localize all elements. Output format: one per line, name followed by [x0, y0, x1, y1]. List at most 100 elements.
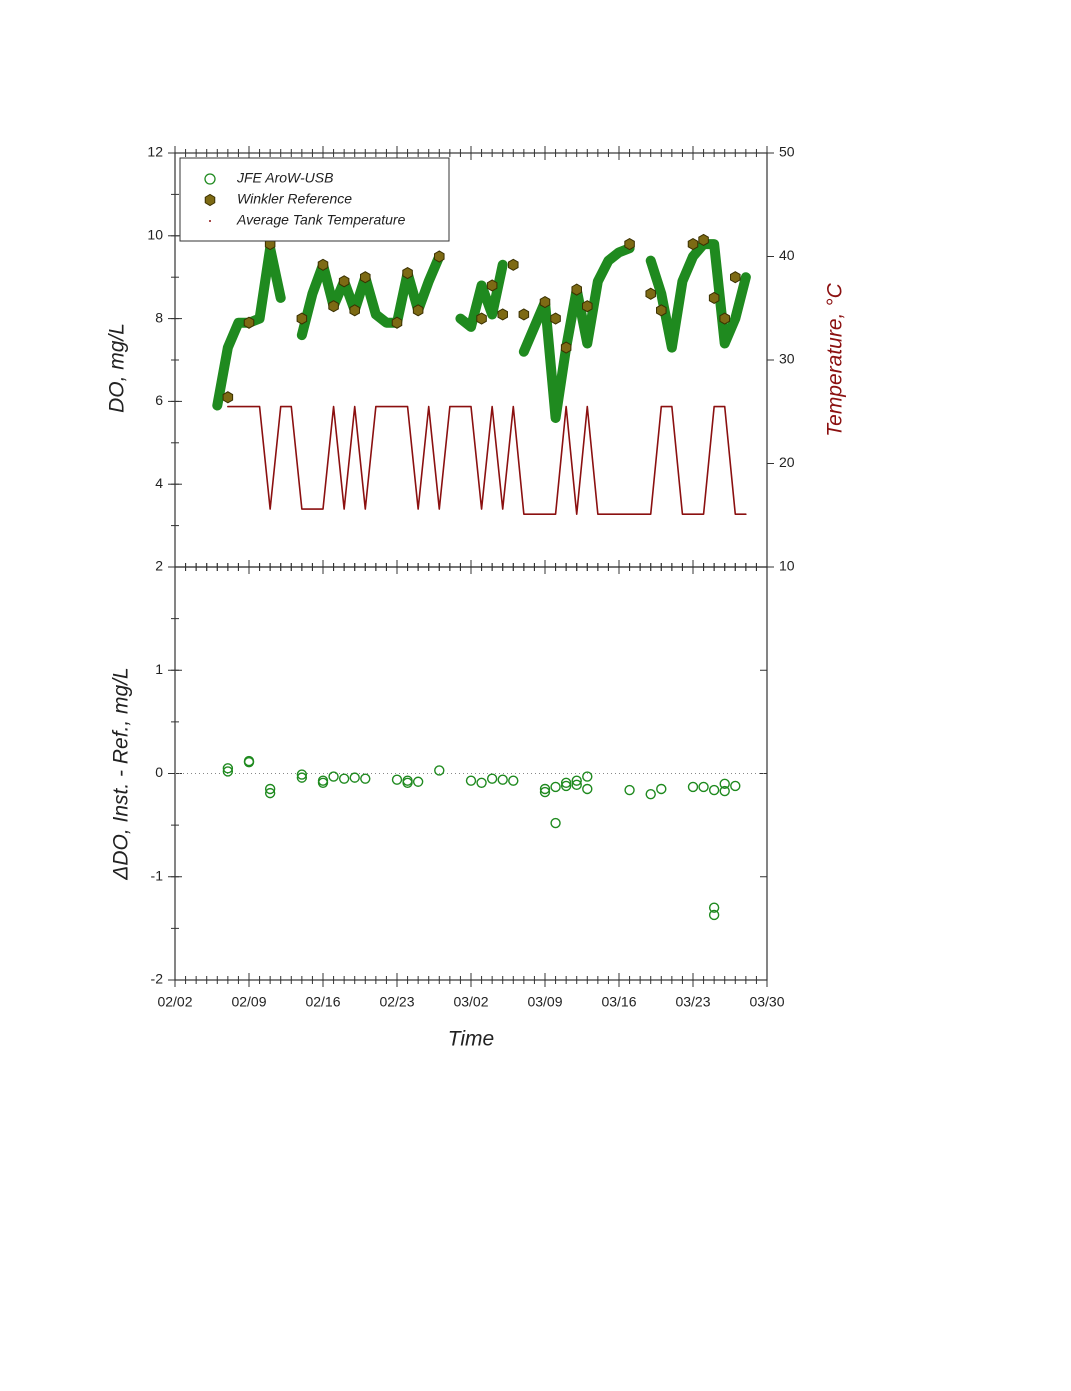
- winkler-marker: [571, 283, 582, 296]
- delta-marker: [550, 817, 561, 829]
- delta-marker: [560, 777, 572, 788]
- winkler-marker: [708, 291, 720, 304]
- winkler-marker: [486, 279, 498, 292]
- x-tick-label: 03/02: [453, 994, 488, 1010]
- legend-marker: [209, 220, 211, 222]
- winkler-marker: [508, 258, 519, 271]
- delta-marker: [264, 787, 276, 799]
- winkler-marker: [582, 300, 593, 313]
- delta-marker: [243, 756, 255, 768]
- winkler-marker: [476, 312, 487, 325]
- winkler-marker: [402, 266, 413, 280]
- delta-marker: [360, 773, 371, 784]
- delta-marker: [708, 909, 720, 921]
- delta-marker: [222, 766, 234, 777]
- x-tick-label: 02/23: [379, 994, 414, 1010]
- winkler-marker: [317, 258, 329, 271]
- delta-marker: [687, 781, 699, 793]
- delta-marker: [434, 765, 445, 776]
- legend-label: Winkler Reference: [237, 191, 352, 207]
- legend-marker: [204, 193, 216, 207]
- delta-marker: [539, 786, 551, 798]
- delta-marker: [402, 775, 413, 786]
- delta-marker: [571, 779, 582, 791]
- y2-axis-label: Temperature, °C: [824, 282, 847, 436]
- y-axis-label: ΔDO, Inst. - Ref., mg/L: [110, 667, 133, 880]
- y-tick-label: 1: [155, 661, 163, 677]
- delta-marker: [486, 773, 498, 784]
- y-tick-label: -2: [151, 971, 164, 987]
- winkler-marker: [645, 287, 656, 300]
- winkler-marker: [391, 316, 403, 329]
- delta-marker: [698, 781, 709, 793]
- delta-marker: [550, 781, 561, 793]
- winkler-marker: [550, 312, 561, 325]
- x-tick-label: 03/16: [601, 994, 636, 1010]
- delta-marker: [719, 785, 730, 797]
- winkler-marker: [434, 250, 445, 263]
- winkler-marker: [222, 391, 234, 404]
- delta-marker: [296, 769, 308, 780]
- winkler-marker: [412, 304, 424, 317]
- delta-marker: [349, 772, 360, 783]
- y2-tick-label: 20: [779, 454, 795, 470]
- delta-marker: [508, 775, 519, 786]
- y2-tick-label: 10: [779, 558, 795, 574]
- delta-marker: [708, 902, 720, 913]
- delta-marker: [328, 771, 339, 782]
- delta-marker: [465, 775, 477, 786]
- winkler-marker: [656, 304, 667, 317]
- winkler-marker: [687, 238, 699, 251]
- x-axis-label: Time: [448, 1028, 494, 1051]
- y2-tick-label: 30: [779, 351, 795, 367]
- delta-marker: [582, 783, 593, 795]
- delta-marker: [338, 773, 350, 784]
- delta-marker: [539, 783, 551, 795]
- y2-tick-label: 50: [779, 144, 795, 160]
- legend-label: JFE AroW-USB: [236, 170, 333, 186]
- winkler-marker: [624, 238, 635, 251]
- delta-marker: [730, 780, 741, 792]
- y-tick-label: 2: [155, 558, 163, 574]
- legend-marker: [204, 173, 216, 185]
- delta-marker: [708, 784, 720, 796]
- delta-marker: [719, 778, 730, 790]
- y-tick-label: -1: [151, 867, 164, 883]
- delta-marker: [402, 777, 413, 788]
- y-tick-label: 8: [155, 309, 163, 325]
- y-tick-label: 0: [155, 764, 163, 780]
- winkler-marker: [296, 312, 308, 325]
- winkler-marker: [360, 271, 371, 284]
- winkler-marker: [539, 295, 551, 309]
- series-line: [227, 405, 747, 516]
- delta-marker: [656, 783, 667, 795]
- delta-marker: [296, 772, 308, 783]
- delta-marker: [497, 774, 508, 785]
- winkler-marker: [698, 233, 709, 247]
- x-tick-label: 03/23: [675, 994, 710, 1010]
- winkler-marker: [518, 308, 530, 321]
- winkler-marker: [719, 312, 730, 325]
- delta-marker: [476, 777, 487, 788]
- legend-label: Average Tank Temperature: [236, 212, 406, 228]
- x-tick-label: 02/02: [157, 994, 192, 1010]
- x-tick-label: 02/09: [231, 994, 266, 1010]
- delta-marker: [317, 777, 329, 788]
- delta-marker: [582, 771, 593, 782]
- delta-marker: [391, 774, 403, 785]
- delta-marker: [645, 788, 656, 800]
- delta-marker: [412, 776, 424, 787]
- delta-marker: [222, 763, 234, 774]
- winkler-marker: [338, 275, 350, 288]
- series-line: [212, 239, 751, 423]
- winkler-marker: [349, 304, 360, 317]
- winkler-marker: [560, 341, 572, 354]
- y-axis-label: DO, mg/L: [106, 323, 129, 413]
- y-tick-label: 6: [155, 392, 163, 408]
- delta-marker: [624, 784, 635, 796]
- y-tick-label: 10: [147, 227, 163, 243]
- delta-marker: [264, 783, 276, 795]
- y-tick-label: 4: [155, 475, 163, 491]
- x-tick-label: 03/09: [527, 994, 562, 1010]
